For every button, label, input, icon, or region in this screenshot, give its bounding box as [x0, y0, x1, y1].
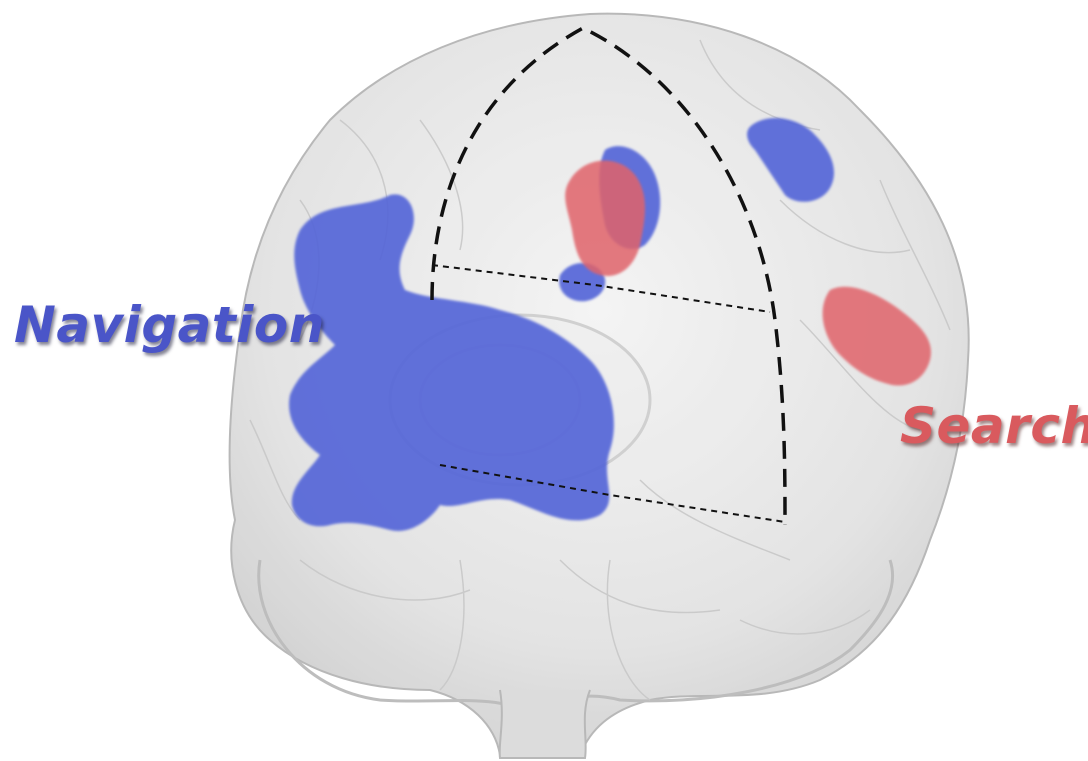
search-region-lateral: [822, 286, 931, 386]
gyri-texture: [249, 39, 951, 701]
cutting-plane-lower-line: [439, 464, 786, 523]
navigation-region-right: [747, 117, 835, 202]
search-label: Search: [900, 397, 1088, 455]
cutting-plane: [430, 26, 787, 526]
search-regions: [565, 160, 931, 386]
navigation-label: Navigation: [14, 296, 325, 354]
brainstem: [498, 689, 591, 759]
navigation-region-left: [289, 194, 614, 531]
cutting-plane-arc: [430, 26, 787, 526]
search-region-frontal: [565, 160, 645, 276]
